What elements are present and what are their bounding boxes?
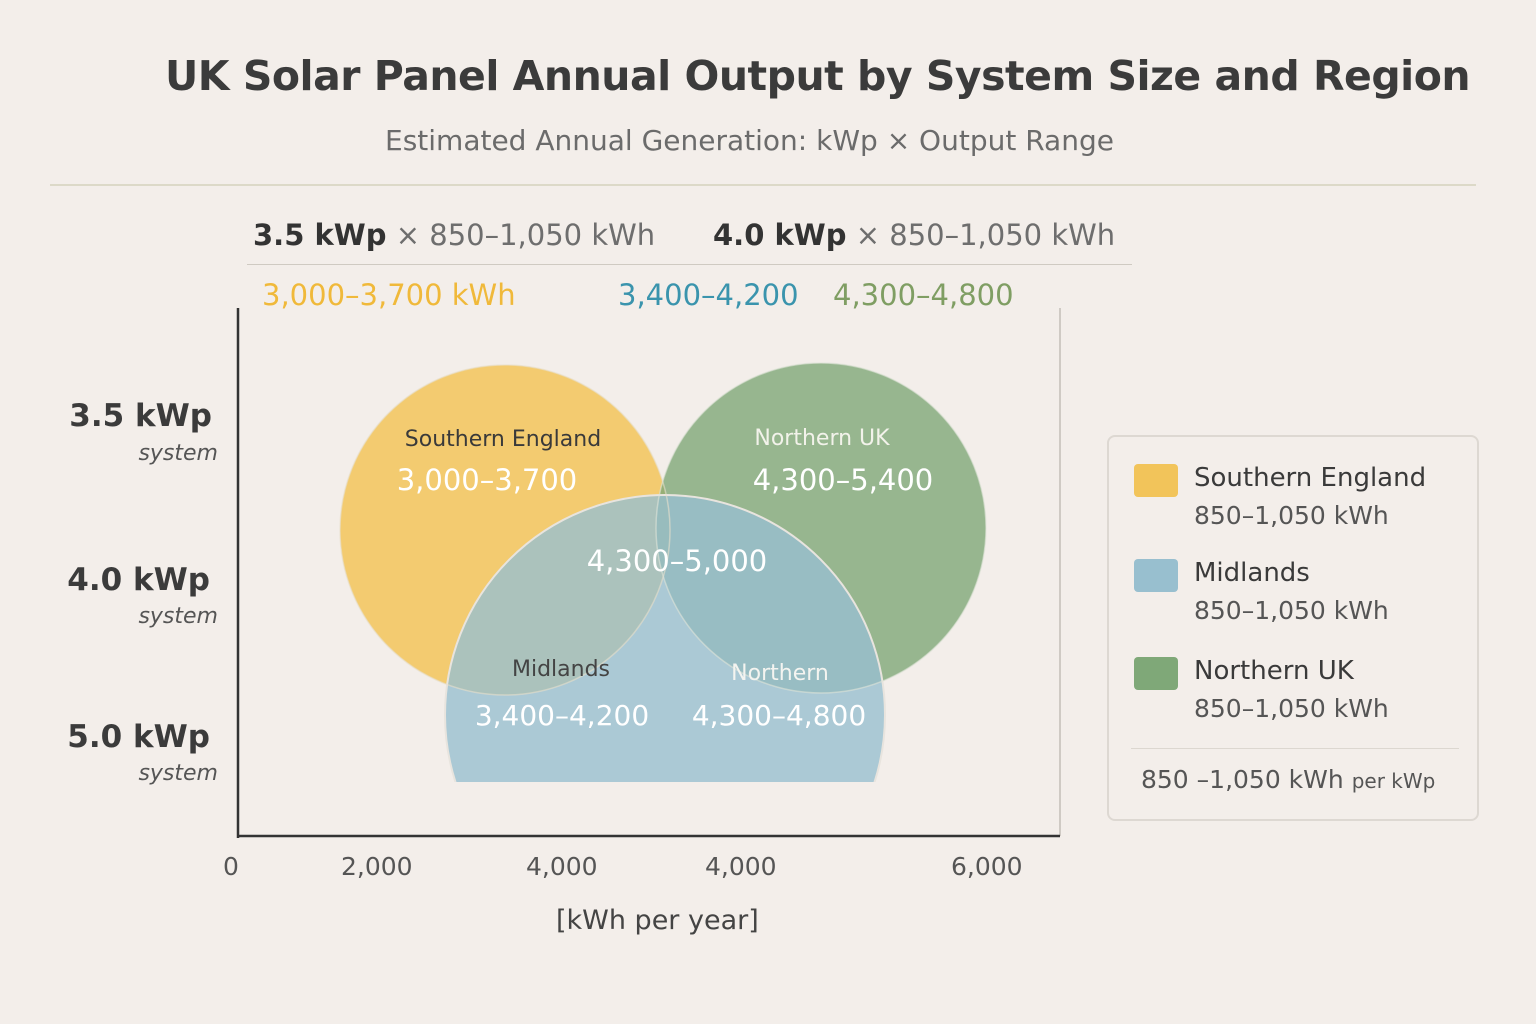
formula-4-0: 4.0 kWp × 850–1,050 kWh [713, 218, 1116, 252]
x-tick: 2,000 [341, 852, 413, 881]
x-tick: 0 [223, 852, 239, 881]
formula-3-5: 3.5 kWp × 850–1,050 kWh [253, 218, 656, 252]
legend-footer: 850 –1,050 kWh per kWp [1141, 765, 1436, 794]
y-tick-sub: system [138, 761, 218, 786]
value-northern-uk: 4,300–5,400 [753, 463, 934, 497]
chart-title: UK Solar Panel Annual Output by System S… [165, 52, 1471, 100]
legend-divider [1131, 748, 1459, 749]
legend-label: Southern England [1194, 463, 1427, 493]
x-tick: 4,000 [526, 852, 598, 881]
value-northern-intersection: 4,300–4,800 [692, 699, 866, 732]
x-tick: 6,000 [951, 852, 1023, 881]
legend-label: Midlands [1194, 558, 1310, 588]
y-tick-sub: system [138, 441, 218, 466]
label-northern-intersection: Northern [731, 661, 829, 686]
circle-outline [655, 362, 987, 694]
divider [50, 184, 1476, 186]
legend: Southern England 850–1,050 kWh Midlands … [1107, 435, 1479, 821]
label-southern-england: Southern England [405, 427, 601, 452]
legend-value: 850–1,050 kWh [1194, 501, 1389, 530]
value-southern-england: 3,000–3,700 [397, 463, 578, 497]
formula-divider [247, 264, 1132, 265]
legend-value: 850–1,050 kWh [1194, 694, 1389, 723]
circle-outline [339, 364, 671, 696]
legend-value: 850–1,050 kWh [1194, 596, 1389, 625]
x-axis-label: [kWh per year] [556, 905, 759, 936]
label-midlands: Midlands [512, 657, 610, 682]
legend-swatch-northern [1134, 657, 1178, 690]
circle-midlands [444, 494, 886, 782]
range-northern: 4,300–4,800 [833, 278, 1014, 312]
value-center-intersection: 4,300–5,000 [587, 544, 768, 578]
value-midlands: 3,400–4,200 [475, 699, 649, 732]
y-tick-3-5: 3.5 kWp [69, 398, 212, 434]
label-northern-uk: Northern UK [754, 426, 890, 451]
y-tick-sub: system [138, 604, 218, 629]
y-tick-4-0: 4.0 kWp [67, 562, 210, 598]
x-tick: 4,000 [705, 852, 777, 881]
range-southern: 3,000–3,700 kWh [262, 278, 516, 312]
legend-swatch-southern [1134, 464, 1178, 497]
legend-label: Northern UK [1194, 656, 1354, 686]
range-midlands: 3,400–4,200 [618, 278, 799, 312]
chart-subtitle: Estimated Annual Generation: kWp × Outpu… [385, 124, 1114, 157]
legend-swatch-midlands [1134, 559, 1178, 592]
y-tick-5-0: 5.0 kWp [67, 719, 210, 755]
